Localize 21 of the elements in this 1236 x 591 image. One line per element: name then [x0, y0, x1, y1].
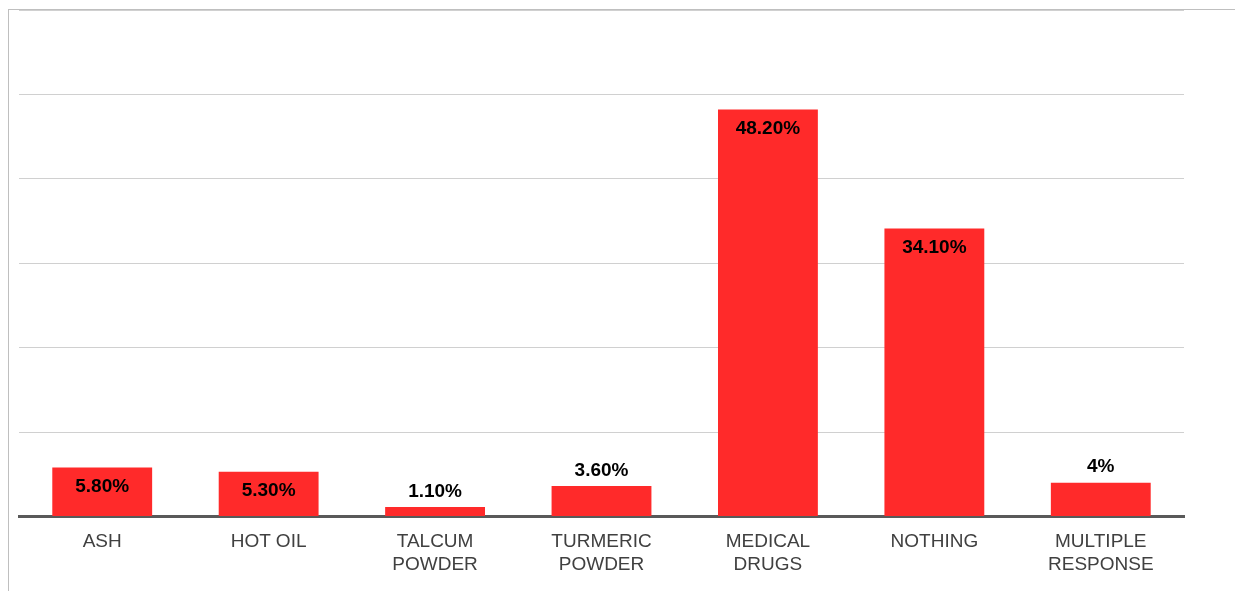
- x-tick-label: ASH: [82, 530, 122, 552]
- x-tick-label: MEDICAL DRUGS: [725, 530, 811, 574]
- x-tick-label: HOT OIL: [230, 530, 307, 552]
- data-label: 1.10%: [408, 479, 463, 501]
- x-tick-label: TALCUM POWDER: [392, 530, 478, 574]
- data-label: 5.30%: [241, 479, 296, 501]
- x-tick-label: TURMERIC POWDER: [551, 530, 652, 574]
- data-label: 4%: [1087, 455, 1115, 477]
- bar: [1050, 482, 1151, 516]
- bar: [385, 507, 485, 516]
- bar: [718, 109, 818, 516]
- bar: [218, 471, 319, 516]
- x-tick-label: MULTIPLE RESPONSE: [1047, 530, 1154, 574]
- data-label: 5.80%: [75, 475, 130, 497]
- x-tick-label: NOTHING: [890, 530, 979, 552]
- bar: [551, 486, 652, 516]
- data-label: 48.20%: [735, 117, 801, 139]
- data-label: 3.60%: [574, 458, 629, 480]
- bar: [52, 467, 153, 516]
- data-label: 34.10%: [902, 236, 967, 258]
- bar: [884, 228, 985, 516]
